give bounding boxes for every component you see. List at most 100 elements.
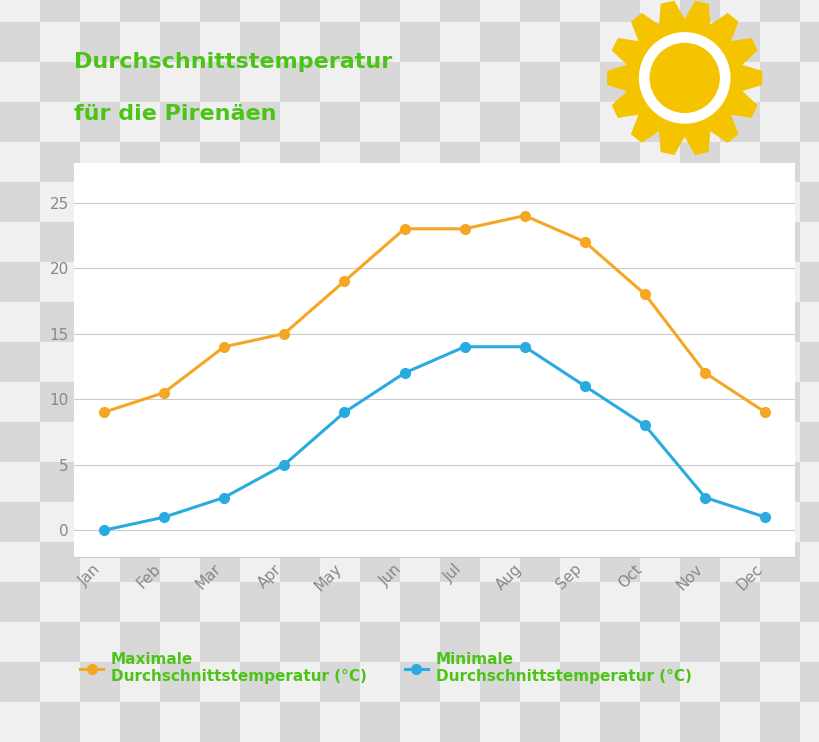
Bar [160, 302, 200, 342]
Bar [479, 382, 519, 422]
Bar [440, 262, 479, 302]
Bar [600, 0, 639, 22]
Bar [360, 262, 400, 302]
Bar [160, 102, 200, 142]
Bar [400, 102, 440, 142]
Bar [160, 662, 200, 702]
Minimale
Durchschnittstemperatur (°C) [699, 493, 709, 502]
Bar [319, 182, 360, 222]
Bar [200, 262, 240, 302]
Bar [0, 542, 40, 582]
Bar [360, 0, 400, 22]
Bar [600, 142, 639, 182]
Bar [479, 222, 519, 262]
Bar [279, 702, 319, 742]
Bar [479, 342, 519, 382]
Bar [600, 22, 639, 62]
Bar [719, 182, 759, 222]
Bar [600, 182, 639, 222]
Bar [240, 142, 279, 182]
Bar [240, 302, 279, 342]
Bar [479, 302, 519, 342]
Maximale
Durchschnittstemperatur (°C) [759, 408, 769, 417]
Bar [319, 262, 360, 302]
Bar [679, 462, 719, 502]
Bar [719, 0, 759, 22]
Bar [679, 302, 719, 342]
Bar [679, 222, 719, 262]
Bar [80, 102, 120, 142]
Bar [0, 622, 40, 662]
Bar [519, 22, 559, 62]
Bar [279, 0, 319, 22]
Bar [679, 702, 719, 742]
Bar [360, 182, 400, 222]
Bar [600, 662, 639, 702]
Bar [120, 0, 160, 22]
Bar [519, 0, 559, 22]
Bar [719, 302, 759, 342]
Minimale
Durchschnittstemperatur (°C) [159, 513, 169, 522]
Bar [200, 302, 240, 342]
Bar [279, 622, 319, 662]
Bar [759, 22, 799, 62]
Bar [40, 102, 80, 142]
Bar [160, 462, 200, 502]
Bar [40, 62, 80, 102]
Text: für die Pirenäen: für die Pirenäen [74, 104, 276, 124]
Bar [240, 462, 279, 502]
Bar [559, 22, 600, 62]
Bar [40, 22, 80, 62]
Bar [519, 62, 559, 102]
Bar [639, 342, 679, 382]
Bar [200, 22, 240, 62]
Bar [559, 62, 600, 102]
Bar [559, 622, 600, 662]
Bar [319, 662, 360, 702]
Bar [40, 422, 80, 462]
Bar [0, 222, 40, 262]
Bar [80, 702, 120, 742]
Bar [120, 582, 160, 622]
Bar [559, 342, 600, 382]
Bar [519, 502, 559, 542]
Bar [319, 462, 360, 502]
Minimale
Durchschnittstemperatur (°C) [640, 421, 649, 430]
Bar [279, 422, 319, 462]
Bar [200, 542, 240, 582]
Bar [0, 382, 40, 422]
Bar [600, 62, 639, 102]
Bar [319, 62, 360, 102]
Bar [719, 422, 759, 462]
Bar [519, 662, 559, 702]
Bar [400, 62, 440, 102]
Bar [200, 182, 240, 222]
Bar [519, 422, 559, 462]
Bar [440, 542, 479, 582]
Bar [759, 502, 799, 542]
Bar [279, 22, 319, 62]
Bar [759, 342, 799, 382]
Bar [639, 0, 679, 22]
Bar [679, 622, 719, 662]
Bar [600, 422, 639, 462]
Bar [319, 342, 360, 382]
Bar [120, 102, 160, 142]
Bar [160, 22, 200, 62]
Bar [319, 502, 360, 542]
Maximale
Durchschnittstemperatur (°C) [339, 277, 349, 286]
Bar [719, 62, 759, 102]
Bar [200, 582, 240, 622]
Bar [719, 542, 759, 582]
Bar [319, 102, 360, 142]
Bar [559, 0, 600, 22]
Bar [600, 462, 639, 502]
Bar [719, 262, 759, 302]
Bar [200, 342, 240, 382]
Bar [639, 702, 679, 742]
Bar [279, 302, 319, 342]
Bar [639, 462, 679, 502]
Bar [600, 262, 639, 302]
Bar [600, 542, 639, 582]
Bar [799, 102, 819, 142]
